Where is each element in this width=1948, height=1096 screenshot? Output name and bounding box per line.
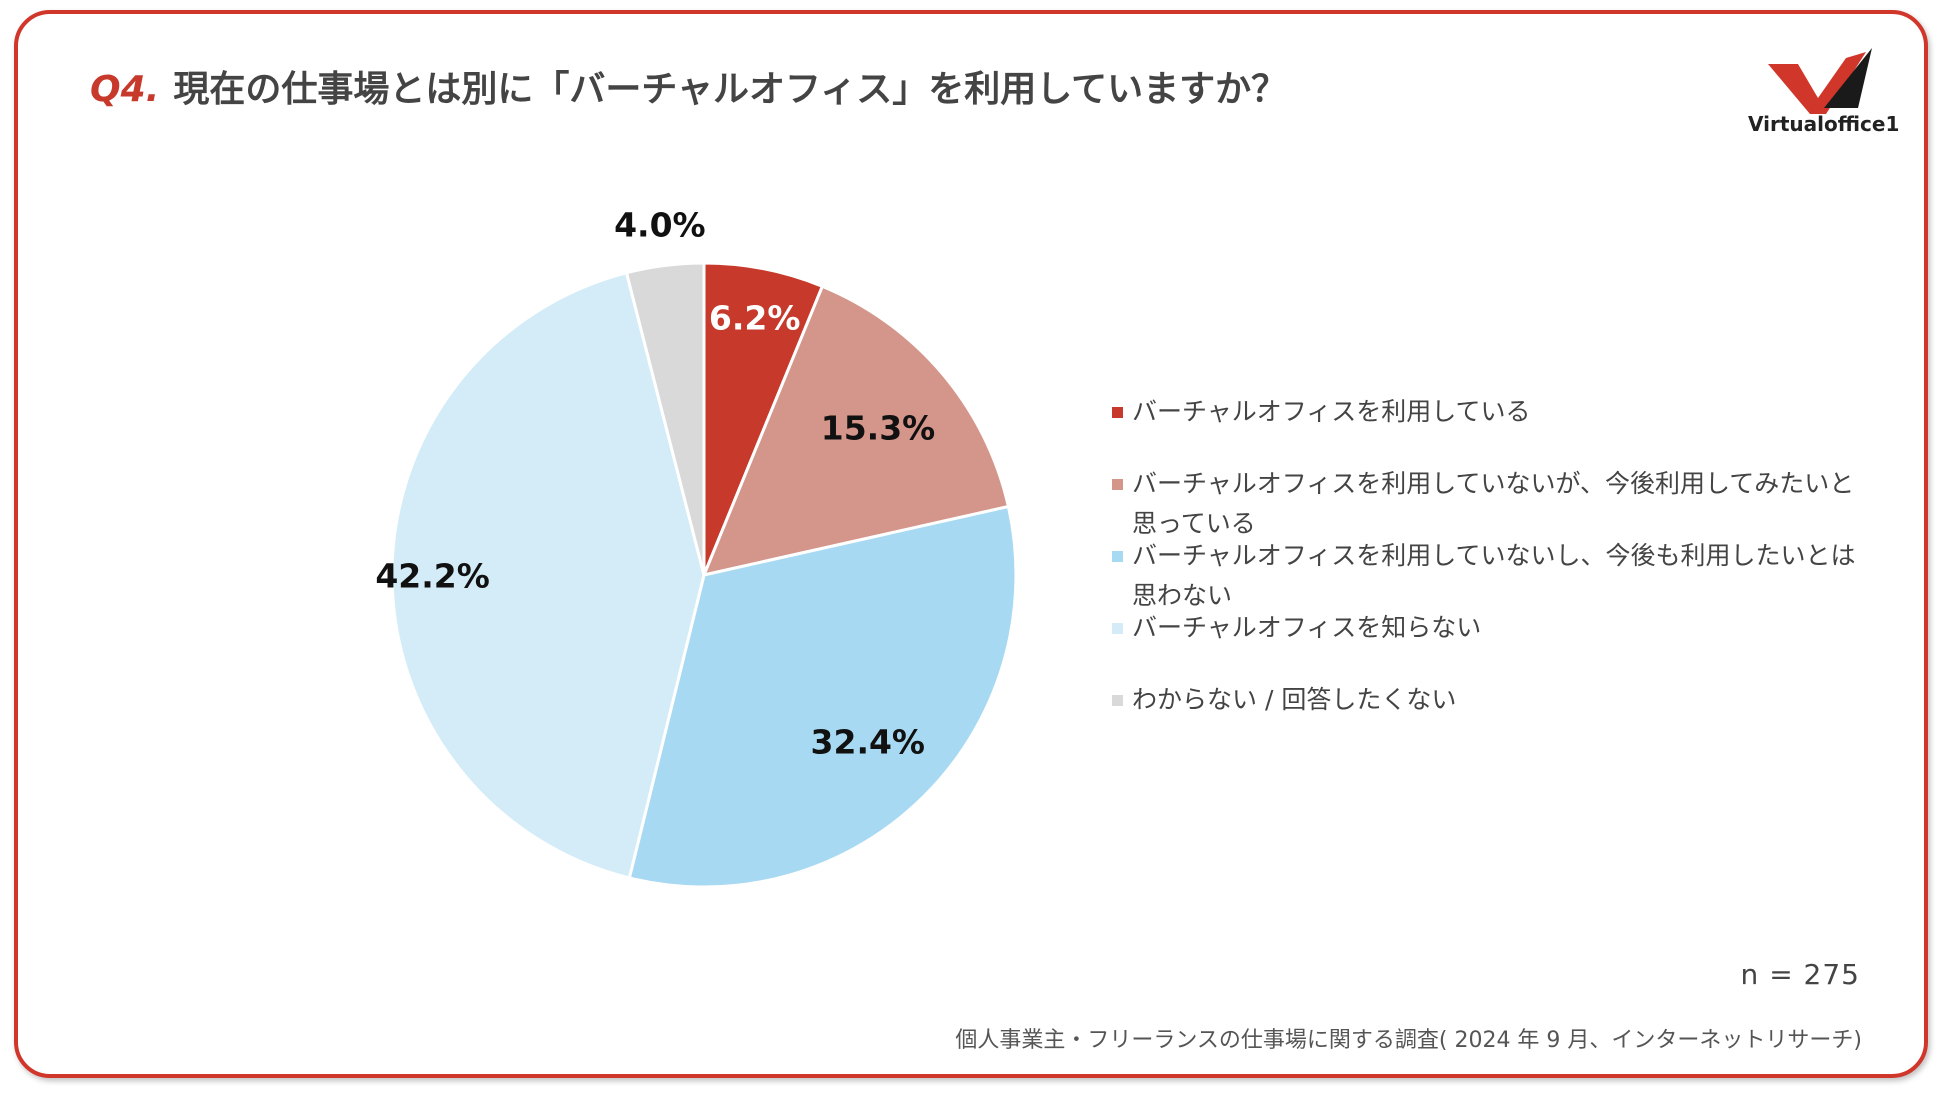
data-label-3: 32.4% — [810, 722, 926, 762]
legend-label-3: バーチャルオフィスを利用していないし、今後も利用したいとは思わない — [1132, 541, 1856, 610]
legend-swatch-1 — [1112, 407, 1123, 418]
page-title: Q4. 現在の仕事場とは別に「バーチャルオフィス」を利用していますか？ — [90, 60, 1287, 112]
legend-item-2: バーチャルオフィスを利用していないが、今後利用してみたいと思っている — [1112, 464, 1872, 538]
legend-item-1: バーチャルオフィスを利用している — [1112, 392, 1872, 464]
pie-slice-5 — [624, 261, 706, 576]
legend-swatch-2 — [1112, 479, 1123, 490]
legend-item-3: バーチャルオフィスを利用していないし、今後も利用したいとは思わない — [1112, 536, 1872, 610]
legend-swatch-3 — [1112, 551, 1123, 562]
data-label-4: 42.2% — [375, 556, 490, 596]
pie-slice-1 — [702, 261, 825, 576]
legend-label-4: バーチャルオフィスを知らない — [1132, 613, 1482, 642]
data-label-1: 6.2% — [708, 298, 801, 338]
source-note: 個人事業主・フリーランスの仕事場に関する調査( 2024 年 9 月、インターネ… — [955, 1028, 1862, 1053]
legend-item-5: わからない / 回答したくない — [1112, 680, 1872, 752]
data-label-5: 4.0% — [614, 205, 706, 245]
chart-legend: バーチャルオフィスを利用しているバーチャルオフィスを利用していないが、今後利用し… — [1112, 392, 1872, 752]
legend-label-5: わからない / 回答したくない — [1132, 685, 1457, 714]
sample-size: n = 275 — [1740, 958, 1860, 991]
pie-slice-4 — [390, 270, 706, 880]
brand-name: Virtualoffice1 — [1748, 112, 1900, 136]
pie-slice-2 — [701, 284, 1011, 578]
brand-logo-icon — [1768, 48, 1872, 114]
question-text: 現在の仕事場とは別に「バーチャルオフィス」を利用していますか？ — [173, 69, 1288, 110]
question-number: Q4. — [90, 69, 160, 110]
pie-slice-3 — [627, 504, 1018, 889]
data-label-2: 15.3% — [820, 408, 936, 448]
legend-swatch-5 — [1112, 695, 1123, 706]
legend-label-1: バーチャルオフィスを利用している — [1132, 397, 1531, 426]
legend-item-4: バーチャルオフィスを知らない — [1112, 608, 1872, 680]
legend-label-2: バーチャルオフィスを利用していないが、今後利用してみたいと思っている — [1132, 469, 1855, 538]
legend-swatch-4 — [1112, 623, 1123, 634]
